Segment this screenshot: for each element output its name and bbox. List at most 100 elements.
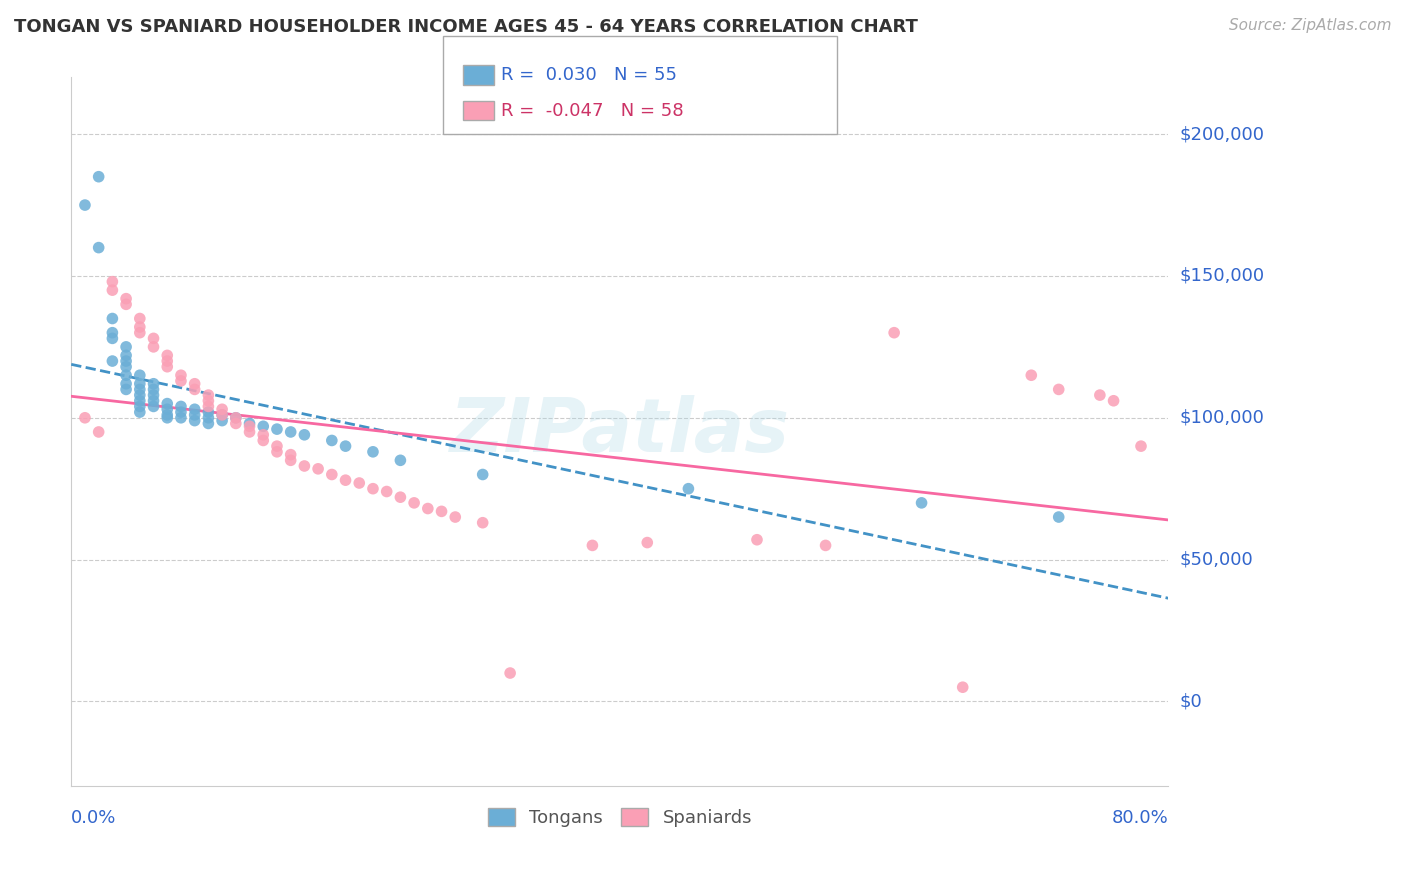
Point: [238, 417, 260, 431]
Point: [814, 538, 837, 552]
Point: [115, 354, 138, 368]
Point: [1047, 510, 1070, 524]
Point: [170, 405, 193, 419]
Point: [156, 348, 179, 362]
Point: [389, 453, 412, 467]
Point: [73, 198, 96, 212]
Point: [335, 473, 357, 487]
Point: [128, 311, 150, 326]
Point: [471, 516, 494, 530]
Point: [73, 410, 96, 425]
Point: [115, 376, 138, 391]
Point: [128, 400, 150, 414]
Text: $150,000: $150,000: [1180, 267, 1264, 285]
Point: [115, 297, 138, 311]
Point: [883, 326, 905, 340]
Point: [910, 496, 932, 510]
Point: [128, 405, 150, 419]
Point: [115, 292, 138, 306]
Point: [211, 414, 233, 428]
Point: [211, 408, 233, 422]
Point: [389, 490, 412, 504]
Point: [115, 348, 138, 362]
Point: [142, 331, 165, 345]
Point: [238, 425, 260, 439]
Point: [170, 410, 193, 425]
Point: [183, 402, 205, 417]
Point: [156, 408, 179, 422]
Point: [115, 368, 138, 383]
Point: [142, 340, 165, 354]
Point: [349, 475, 371, 490]
Text: 0.0%: 0.0%: [72, 809, 117, 827]
Point: [183, 383, 205, 397]
Point: [1102, 393, 1125, 408]
Point: [361, 482, 384, 496]
Point: [128, 383, 150, 397]
Point: [101, 326, 124, 340]
Point: [292, 458, 315, 473]
Point: [197, 393, 219, 408]
Point: [238, 419, 260, 434]
Point: [87, 169, 110, 184]
Point: [335, 439, 357, 453]
Point: [952, 680, 974, 694]
Point: [211, 408, 233, 422]
Point: [471, 467, 494, 482]
Text: R =  0.030   N = 55: R = 0.030 N = 55: [501, 66, 676, 84]
Point: [1130, 439, 1153, 453]
Point: [142, 383, 165, 397]
Point: [183, 414, 205, 428]
Point: [225, 410, 247, 425]
Point: [128, 393, 150, 408]
Text: $100,000: $100,000: [1180, 409, 1264, 426]
Point: [128, 320, 150, 334]
Point: [156, 354, 179, 368]
Point: [170, 400, 193, 414]
Point: [197, 400, 219, 414]
Point: [266, 439, 288, 453]
Point: [115, 340, 138, 354]
Point: [170, 374, 193, 388]
Point: [321, 434, 343, 448]
Point: [128, 376, 150, 391]
Point: [321, 467, 343, 482]
Point: [292, 427, 315, 442]
Point: [1047, 383, 1070, 397]
Point: [1019, 368, 1042, 383]
Point: [1088, 388, 1111, 402]
Point: [252, 419, 274, 434]
Point: [416, 501, 439, 516]
Point: [156, 396, 179, 410]
Point: [280, 425, 302, 439]
Point: [404, 496, 426, 510]
Point: [183, 408, 205, 422]
Point: [101, 311, 124, 326]
Point: [170, 368, 193, 383]
Point: [361, 445, 384, 459]
Point: [142, 388, 165, 402]
Point: [678, 482, 700, 496]
Point: [252, 427, 274, 442]
Text: TONGAN VS SPANIARD HOUSEHOLDER INCOME AGES 45 - 64 YEARS CORRELATION CHART: TONGAN VS SPANIARD HOUSEHOLDER INCOME AG…: [14, 18, 918, 36]
Text: 80.0%: 80.0%: [1112, 809, 1168, 827]
Point: [156, 402, 179, 417]
Point: [142, 400, 165, 414]
Point: [197, 417, 219, 431]
Text: $50,000: $50,000: [1180, 550, 1253, 568]
Point: [280, 448, 302, 462]
Text: $200,000: $200,000: [1180, 125, 1264, 143]
Point: [197, 405, 219, 419]
Point: [499, 666, 522, 681]
Point: [636, 535, 658, 549]
Point: [375, 484, 398, 499]
Point: [225, 417, 247, 431]
Point: [115, 383, 138, 397]
Point: [266, 422, 288, 436]
Point: [101, 275, 124, 289]
Text: Source: ZipAtlas.com: Source: ZipAtlas.com: [1229, 18, 1392, 33]
Point: [197, 410, 219, 425]
Point: [87, 425, 110, 439]
Point: [211, 402, 233, 417]
Point: [101, 331, 124, 345]
